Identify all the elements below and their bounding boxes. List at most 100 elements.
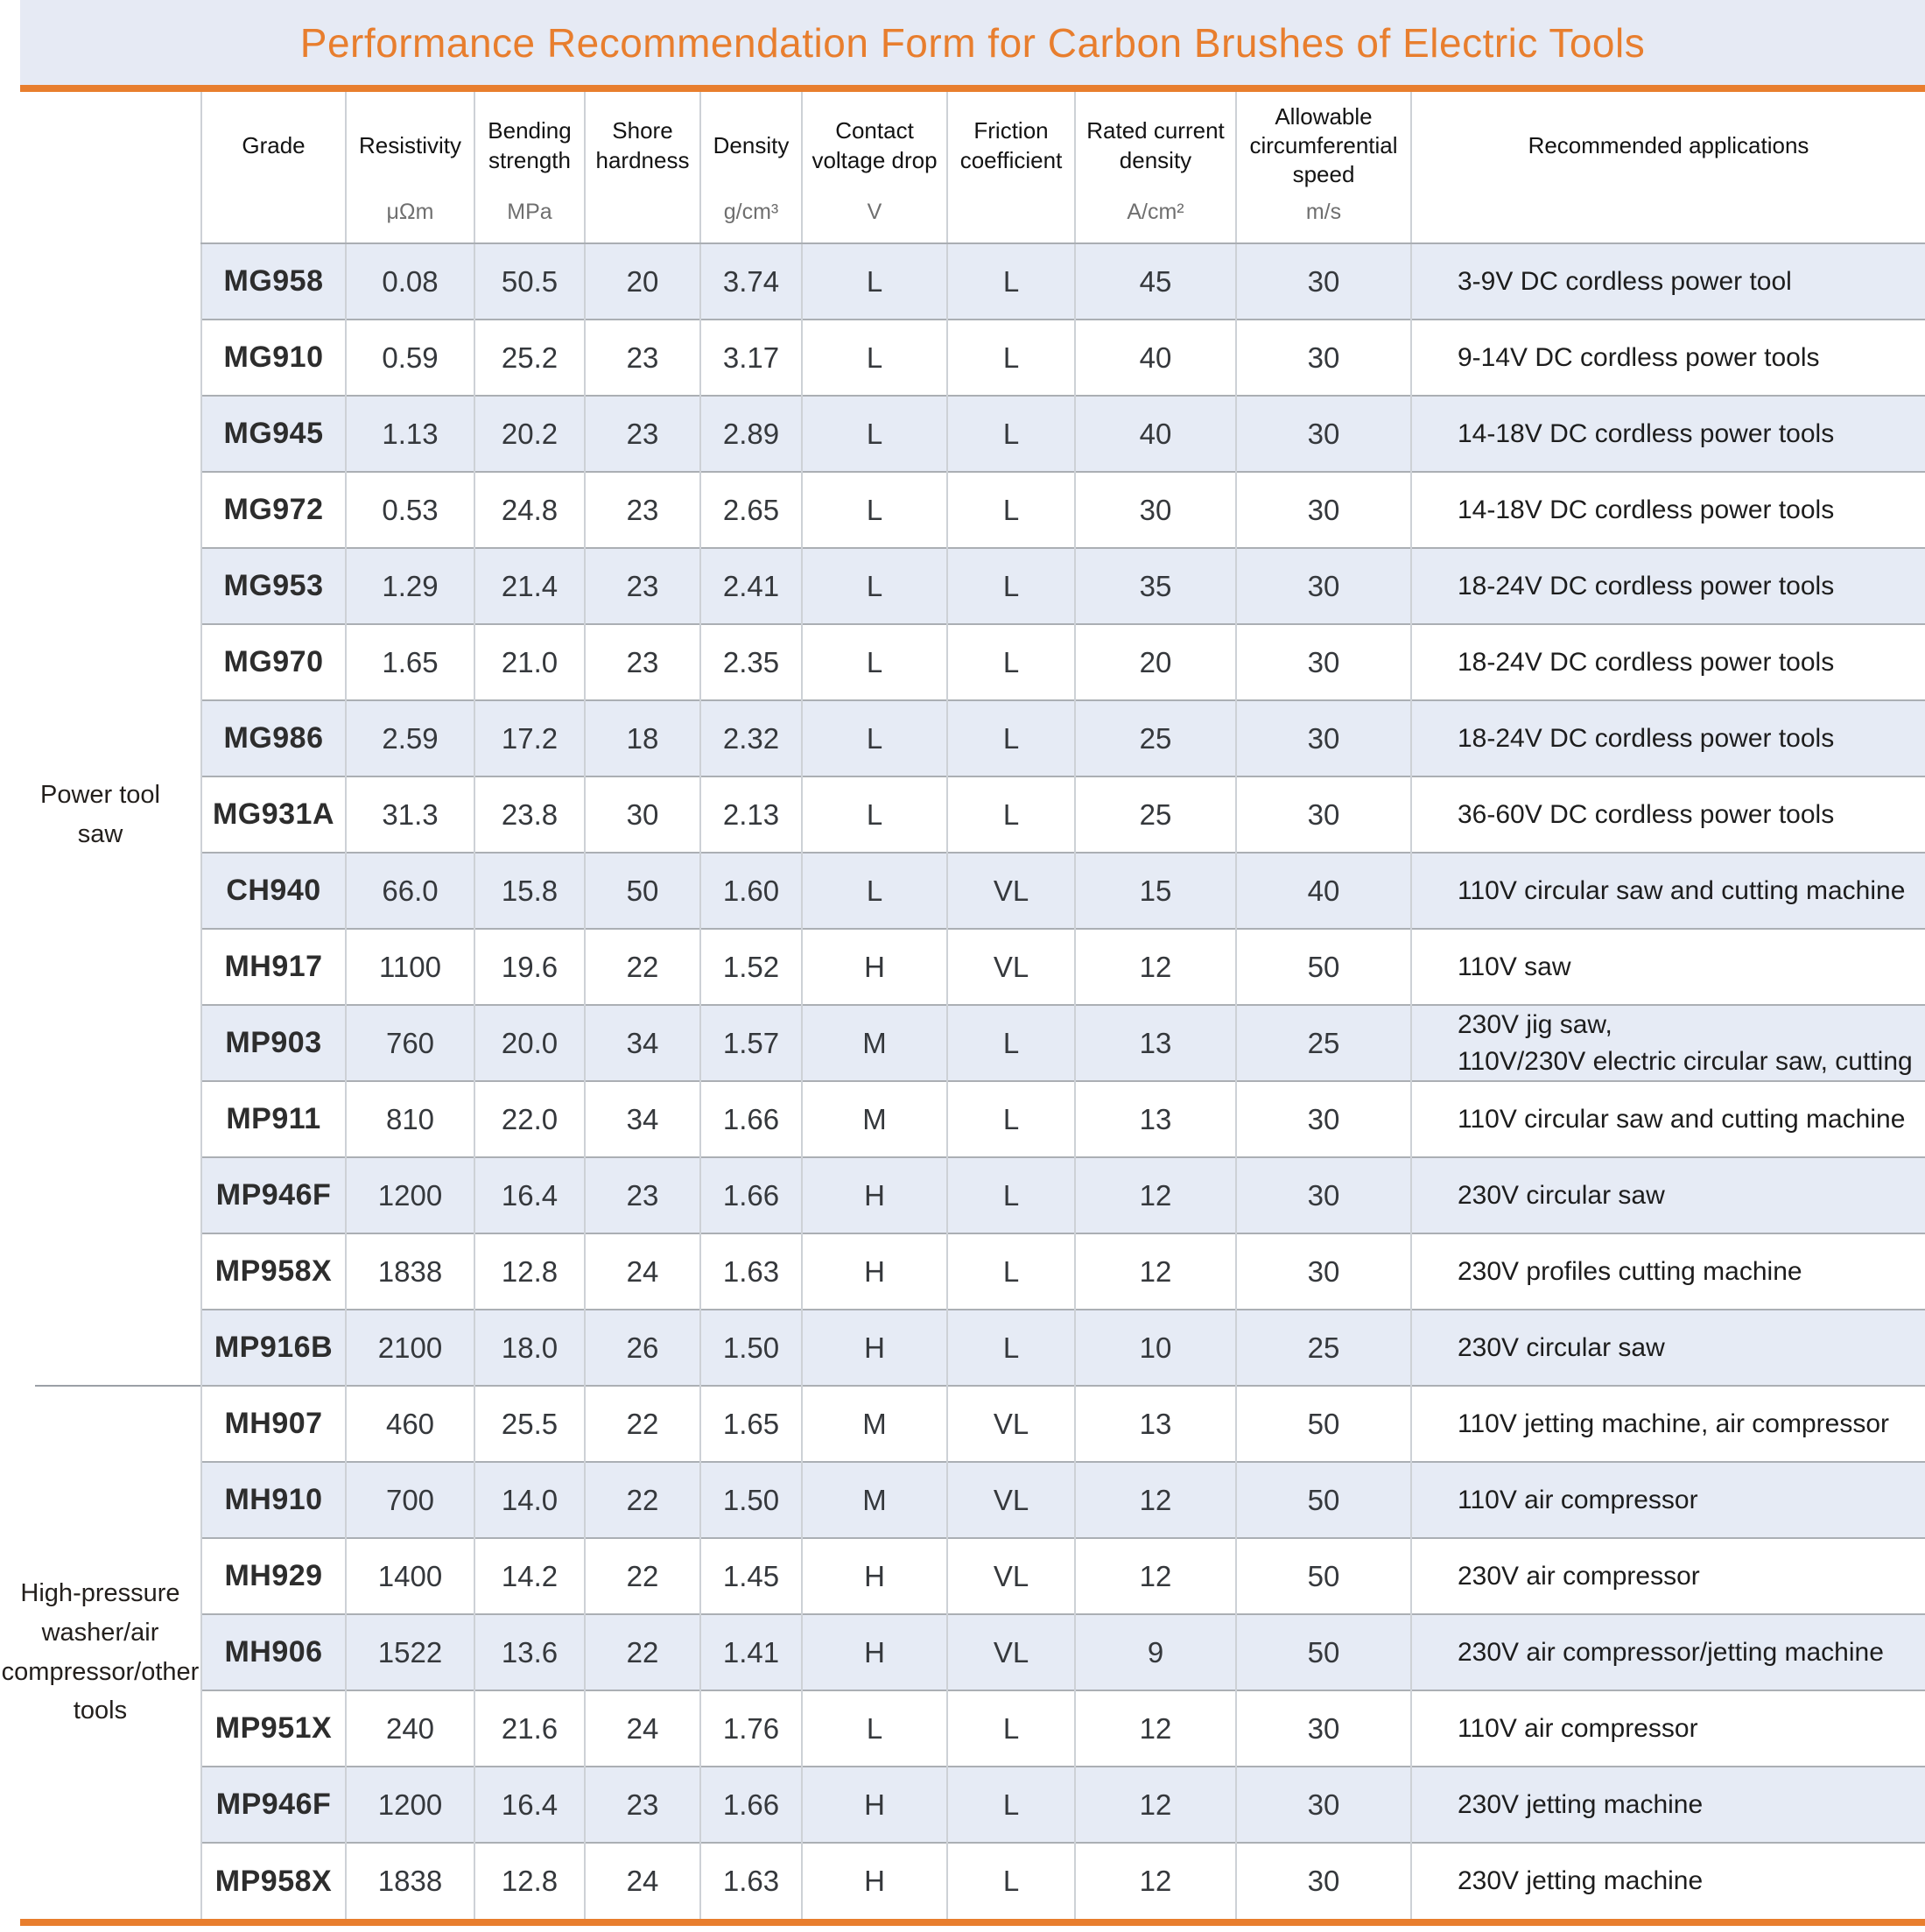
allowable-speed-cell: 30 bbox=[1235, 1156, 1411, 1233]
resistivity-cell: 700 bbox=[345, 1461, 474, 1538]
density-cell: 3.74 bbox=[699, 242, 802, 320]
contact-voltage-drop-cell: L bbox=[801, 395, 947, 472]
friction-coefficient-cell: L bbox=[946, 471, 1075, 548]
shore-hardness-cell: 20 bbox=[584, 242, 700, 320]
applications-cell: 230V jetting machine bbox=[1410, 1842, 1925, 1919]
rated-current-density-cell: 20 bbox=[1074, 623, 1236, 700]
column-header-label: Contact voltage drop bbox=[811, 117, 938, 173]
friction-coefficient-cell: L bbox=[946, 1156, 1075, 1233]
bending-strength-cell: 18.0 bbox=[474, 1309, 585, 1386]
bending-strength-cell: 14.2 bbox=[474, 1537, 585, 1614]
friction-coefficient-cell: L bbox=[946, 1690, 1075, 1767]
column-header-label: Bending strength bbox=[488, 117, 572, 173]
friction-coefficient-cell: VL bbox=[946, 928, 1075, 1005]
rated-current-density-cell: 40 bbox=[1074, 319, 1236, 396]
allowable-speed-cell: 30 bbox=[1235, 1842, 1411, 1919]
allowable-speed-cell: 30 bbox=[1235, 699, 1411, 776]
density-cell: 1.66 bbox=[699, 1080, 802, 1157]
resistivity-cell: 1200 bbox=[345, 1156, 474, 1233]
column-unit-label: g/cm³ bbox=[723, 200, 779, 224]
table-row: MG945 1.13 20.2 23 2.89 L L 40 30 14-18V DC cordl… bbox=[0, 395, 1925, 472]
density-cell: 2.89 bbox=[699, 395, 802, 472]
rated-current-density-cell: 13 bbox=[1074, 1080, 1236, 1157]
shore-hardness-cell: 23 bbox=[584, 547, 700, 624]
applications-cell: 18-24V DC cordless power tools bbox=[1410, 623, 1925, 700]
density-cell: 2.32 bbox=[699, 699, 802, 776]
allowable-speed-cell: 30 bbox=[1235, 471, 1411, 548]
contact-voltage-drop-cell: H bbox=[801, 1309, 947, 1386]
grade-cell: MP958X bbox=[200, 1842, 346, 1919]
density-cell: 1.76 bbox=[699, 1690, 802, 1767]
bottom-rule bbox=[20, 1919, 1925, 1926]
corner-cell bbox=[0, 92, 201, 243]
column-header-density: Density g/cm³ bbox=[699, 92, 802, 244]
applications-cell: 110V circular saw and cutting machine bbox=[1410, 1080, 1925, 1157]
allowable-speed-cell: 30 bbox=[1235, 623, 1411, 700]
table-row: MP958X 1838 12.8 24 1.63 H L 12 30 230V profiles … bbox=[0, 1233, 1925, 1310]
applications-cell: 110V jetting machine, air compressor bbox=[1410, 1385, 1925, 1462]
allowable-speed-cell: 30 bbox=[1235, 319, 1411, 396]
table-row: MH929 1400 14.2 22 1.45 H VL 12 50 230V air compr… bbox=[0, 1537, 1925, 1614]
column-header-label: Grade bbox=[242, 131, 306, 158]
resistivity-cell: 1838 bbox=[345, 1842, 474, 1919]
table-row: CH940 66.0 15.8 50 1.60 L VL 15 40 110V circular … bbox=[0, 852, 1925, 929]
shore-hardness-cell: 30 bbox=[584, 776, 700, 853]
applications-cell: 14-18V DC cordless power tools bbox=[1410, 471, 1925, 548]
allowable-speed-cell: 30 bbox=[1235, 547, 1411, 624]
grade-cell: CH940 bbox=[200, 852, 346, 929]
applications-cell: 18-24V DC cordless power tools bbox=[1410, 547, 1925, 624]
applications-cell: 230V jetting machine bbox=[1410, 1766, 1925, 1843]
friction-coefficient-cell: L bbox=[946, 1842, 1075, 1919]
grade-cell: MP946F bbox=[200, 1156, 346, 1233]
rated-current-density-cell: 40 bbox=[1074, 395, 1236, 472]
applications-cell: 230V air compressor bbox=[1410, 1537, 1925, 1614]
friction-coefficient-cell: L bbox=[946, 547, 1075, 624]
density-cell: 3.17 bbox=[699, 319, 802, 396]
table-row: MP946F 1200 16.4 23 1.66 H L 12 30 230V jetting m… bbox=[0, 1766, 1925, 1843]
bending-strength-cell: 14.0 bbox=[474, 1461, 585, 1538]
rated-current-density-cell: 13 bbox=[1074, 1004, 1236, 1081]
grade-cell: MG972 bbox=[200, 471, 346, 548]
bending-strength-cell: 12.8 bbox=[474, 1842, 585, 1919]
resistivity-cell: 0.08 bbox=[345, 242, 474, 320]
applications-cell: 14-18V DC cordless power tools bbox=[1410, 395, 1925, 472]
shore-hardness-cell: 24 bbox=[584, 1690, 700, 1767]
row-group-label: High-pressure washer/air compressor/other t… bbox=[0, 1385, 201, 1919]
grade-cell: MH917 bbox=[200, 928, 346, 1005]
allowable-speed-cell: 50 bbox=[1235, 1461, 1411, 1538]
resistivity-cell: 760 bbox=[345, 1004, 474, 1081]
applications-cell: 110V saw bbox=[1410, 928, 1925, 1005]
resistivity-cell: 1100 bbox=[345, 928, 474, 1005]
rated-current-density-cell: 12 bbox=[1074, 1156, 1236, 1233]
friction-coefficient-cell: L bbox=[946, 1309, 1075, 1386]
allowable-speed-cell: 30 bbox=[1235, 1233, 1411, 1310]
contact-voltage-drop-cell: H bbox=[801, 1842, 947, 1919]
grade-cell: MP916B bbox=[200, 1309, 346, 1386]
bending-strength-cell: 21.6 bbox=[474, 1690, 585, 1767]
table-row: MH917 1100 19.6 22 1.52 H VL 12 50 110V saw bbox=[0, 928, 1925, 1005]
contact-voltage-drop-cell: M bbox=[801, 1461, 947, 1538]
resistivity-cell: 2.59 bbox=[345, 699, 474, 776]
resistivity-cell: 1522 bbox=[345, 1613, 474, 1690]
rated-current-density-cell: 25 bbox=[1074, 776, 1236, 853]
contact-voltage-drop-cell: H bbox=[801, 1156, 947, 1233]
applications-cell: 110V circular saw and cutting machine bbox=[1410, 852, 1925, 929]
rated-current-density-cell: 12 bbox=[1074, 1690, 1236, 1767]
friction-coefficient-cell: L bbox=[946, 319, 1075, 396]
density-cell: 2.41 bbox=[699, 547, 802, 624]
rated-current-density-cell: 30 bbox=[1074, 471, 1236, 548]
column-header-rated_current_density: Rated current density A/cm² bbox=[1074, 92, 1236, 244]
column-header-bending_strength: Bending strength MPa bbox=[474, 92, 585, 244]
applications-cell: 9-14V DC cordless power tools bbox=[1410, 319, 1925, 396]
grade-cell: MH910 bbox=[200, 1461, 346, 1538]
shore-hardness-cell: 26 bbox=[584, 1309, 700, 1386]
table-row: MP958X 1838 12.8 24 1.63 H L 12 30 230V jetting m… bbox=[0, 1842, 1925, 1919]
friction-coefficient-cell: VL bbox=[946, 1461, 1075, 1538]
column-unit-label bbox=[1412, 200, 1925, 242]
resistivity-cell: 1200 bbox=[345, 1766, 474, 1843]
allowable-speed-cell: 30 bbox=[1235, 1690, 1411, 1767]
column-unit-label: A/cm² bbox=[1127, 200, 1184, 224]
contact-voltage-drop-cell: H bbox=[801, 1537, 947, 1614]
applications-cell: 230V air compressor/jetting machine bbox=[1410, 1613, 1925, 1690]
resistivity-cell: 0.59 bbox=[345, 319, 474, 396]
